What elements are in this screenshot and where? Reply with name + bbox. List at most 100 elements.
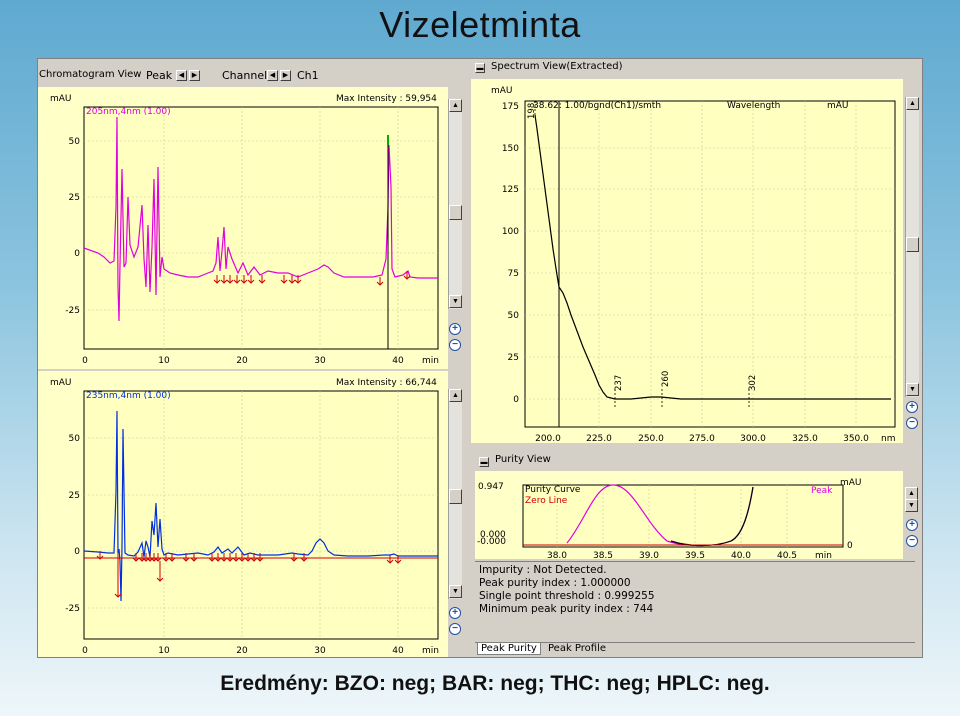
purity-minimize-button[interactable]: ▬: [479, 457, 489, 467]
svg-text:325.0: 325.0: [792, 434, 818, 443]
channel-label: Channel: [222, 69, 268, 82]
svg-text:250.0: 250.0: [638, 434, 664, 443]
peak-label: 198: [527, 103, 537, 119]
svg-text:mAU: mAU: [50, 378, 72, 388]
svg-text:40: 40: [392, 356, 404, 366]
zoom-out-icon[interactable]: −: [906, 535, 918, 547]
channel-prev-button[interactable]: ◀: [267, 70, 278, 81]
svg-text:30: 30: [314, 356, 326, 366]
svg-text:40.5: 40.5: [777, 551, 797, 559]
peak-next-button[interactable]: ▶: [189, 70, 200, 81]
svg-text:38.5: 38.5: [593, 551, 613, 559]
svg-text:40: 40: [392, 646, 404, 656]
purity-tab-strip: Peak Purity Peak Profile: [475, 642, 915, 657]
scroll-up-button[interactable]: ▲: [449, 99, 462, 112]
wavelength-label: Wavelength: [727, 101, 781, 111]
svg-text:100: 100: [502, 227, 519, 237]
svg-text:min: min: [815, 551, 832, 559]
zoom-in-icon[interactable]: +: [906, 519, 918, 531]
svg-text:50: 50: [508, 311, 520, 321]
svg-text:min: min: [422, 646, 439, 656]
svg-text:-25: -25: [65, 306, 80, 316]
svg-text:75: 75: [508, 269, 519, 279]
scroll-down-button[interactable]: ▼: [905, 499, 918, 512]
tab-peak-profile[interactable]: Peak Profile: [548, 643, 607, 654]
svg-text:30: 30: [314, 646, 326, 656]
top-max-intensity: Max Intensity : 59,954: [336, 94, 437, 104]
svg-text:50: 50: [69, 434, 81, 444]
svg-text:237: 237: [614, 375, 624, 391]
zoom-out-icon[interactable]: −: [906, 417, 918, 429]
top-scrollbar[interactable]: ▲ ▼: [448, 99, 462, 309]
svg-text:20: 20: [236, 356, 248, 366]
tab-peak-purity[interactable]: Peak Purity: [477, 643, 541, 655]
svg-text:302: 302: [748, 375, 758, 391]
impurity-text: Impurity : Not Detected.: [479, 564, 607, 576]
svg-text:10: 10: [158, 646, 170, 656]
top-legend: 205nm,4nm (1.00): [86, 107, 171, 117]
zoom-in-icon[interactable]: +: [449, 607, 461, 619]
zoom-out-icon[interactable]: −: [449, 339, 461, 351]
scroll-thumb[interactable]: [906, 237, 919, 252]
svg-text:260: 260: [661, 371, 671, 387]
svg-text:20: 20: [236, 646, 248, 656]
svg-text:0: 0: [82, 646, 88, 656]
bottom-legend: 235nm,4nm (1.00): [86, 391, 171, 401]
svg-text:175: 175: [502, 102, 519, 112]
zoom-in-icon[interactable]: +: [906, 401, 918, 413]
svg-text:38.0: 38.0: [547, 551, 567, 559]
bottom-scrollbar[interactable]: ▲ ▼: [448, 389, 462, 599]
peak-legend: Peak: [811, 486, 833, 496]
spectrum-header: 38.62: 1.00/bgnd(Ch1)/smth: [533, 101, 662, 111]
spectrum-minimize-button[interactable]: ▬: [475, 63, 485, 73]
slide-title: Vizeletminta: [379, 4, 581, 45]
scroll-up-button[interactable]: ▲: [449, 389, 462, 402]
svg-text:225.0: 225.0: [586, 434, 612, 443]
purity-plot[interactable]: 0.947 0.000 -0.000 mAU 0 38.0 38.5 39.0 39…: [475, 471, 903, 559]
peak-prev-button[interactable]: ◀: [176, 70, 187, 81]
chromatogram-top[interactable]: mAU 50 25 0 -25 0 10 20 30 40 min 205nm,4nm (…: [38, 87, 448, 369]
zoom-in-icon[interactable]: +: [449, 323, 461, 335]
chromatogram-title: Chromatogram View: [39, 69, 142, 80]
spectrum-scrollbar[interactable]: ▲ ▼: [905, 97, 919, 397]
peak-purity-index: Peak purity index : 1.000000: [479, 577, 631, 589]
svg-text:125: 125: [502, 185, 519, 195]
peak-label: Peak: [146, 69, 173, 82]
scroll-up-button[interactable]: ▲: [906, 97, 919, 110]
svg-text:350.0: 350.0: [843, 434, 869, 443]
svg-text:50: 50: [69, 137, 81, 147]
svg-text:min: min: [422, 356, 439, 366]
svg-text:0: 0: [513, 395, 519, 405]
svg-text:0: 0: [74, 547, 80, 557]
zoom-out-icon[interactable]: −: [449, 623, 461, 635]
svg-text:39.0: 39.0: [639, 551, 659, 559]
svg-text:300.0: 300.0: [740, 434, 766, 443]
svg-text:275.0: 275.0: [689, 434, 715, 443]
scroll-thumb[interactable]: [449, 205, 462, 220]
chromatogram-bottom[interactable]: mAU 50 25 0 -25 0 10 20 30 40 min 235nm,4nm (…: [38, 371, 448, 657]
scroll-down-button[interactable]: ▼: [449, 585, 462, 598]
svg-text:40.0: 40.0: [731, 551, 751, 559]
svg-text:39.5: 39.5: [685, 551, 705, 559]
scroll-thumb[interactable]: [449, 489, 462, 504]
svg-text:200.0: 200.0: [535, 434, 561, 443]
spectrum-plot[interactable]: 198 237 260 302 mAU 175 150 125 100 75 50 25…: [471, 79, 903, 443]
zero-line-legend: Zero Line: [525, 496, 568, 506]
lc-software-screenshot: Chromatogram View Peak ◀ ▶ Channel ◀ ▶ C…: [37, 58, 923, 658]
spectrum-unit-right: mAU: [827, 101, 849, 111]
svg-text:mAU: mAU: [491, 86, 513, 96]
minimum-peak-purity-index: Minimum peak purity index : 744: [479, 603, 654, 615]
svg-text:nm: nm: [881, 434, 895, 443]
scroll-down-button[interactable]: ▼: [906, 383, 919, 396]
svg-text:25: 25: [69, 193, 80, 203]
channel-next-button[interactable]: ▶: [280, 70, 291, 81]
svg-text:0: 0: [82, 356, 88, 366]
purity-panel: ▬ Purity View 0.947 0.000 -0.000 mAU 0: [471, 449, 922, 657]
svg-text:25: 25: [69, 491, 80, 501]
spectrum-panel: ▬ Spectrum View(Extracted): [471, 59, 922, 445]
chromatogram-panel: Chromatogram View Peak ◀ ▶ Channel ◀ ▶ C…: [38, 59, 468, 657]
single-point-threshold: Single point threshold : 0.999255: [479, 590, 655, 602]
scroll-down-button[interactable]: ▼: [449, 295, 462, 308]
result-text: Eredmény: BZO: neg; BAR: neg; THC: neg; …: [220, 672, 770, 695]
channel-value: Ch1: [297, 69, 319, 82]
